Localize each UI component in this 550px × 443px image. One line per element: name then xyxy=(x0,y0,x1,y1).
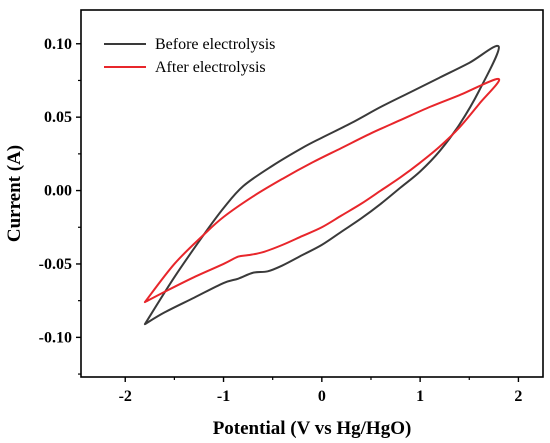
y-axis-title: Current (A) xyxy=(4,145,25,242)
axis-tick-labels: -2 -1 0 1 2 -0.10 -0.05 0.00 0.05 0.10 xyxy=(39,36,523,405)
series-line-1 xyxy=(143,44,500,326)
legend-label-2: After electrolysis xyxy=(155,59,266,76)
x-tick-label: 2 xyxy=(514,388,522,405)
plot-frame xyxy=(80,9,544,378)
x-tick-label: -2 xyxy=(119,388,132,405)
series-line-2 xyxy=(143,77,501,304)
axis-ticks xyxy=(76,43,520,382)
legend-label-1: Before electrolysis xyxy=(155,36,275,53)
y-tick-label: -0.10 xyxy=(39,329,72,346)
x-tick-label: 1 xyxy=(416,388,424,405)
x-tick-label: -1 xyxy=(217,388,230,405)
x-axis-title: Potential (V vs Hg/HgO) xyxy=(213,418,412,439)
y-tick-label: 0.05 xyxy=(44,109,72,126)
x-tick-label: 0 xyxy=(318,388,326,405)
y-tick-label: 0.00 xyxy=(44,183,72,200)
y-tick-label: 0.10 xyxy=(44,36,72,53)
series-layer xyxy=(143,44,501,326)
y-tick-label: -0.05 xyxy=(39,256,72,273)
legend: Before electrolysis After electrolysis xyxy=(104,36,275,76)
